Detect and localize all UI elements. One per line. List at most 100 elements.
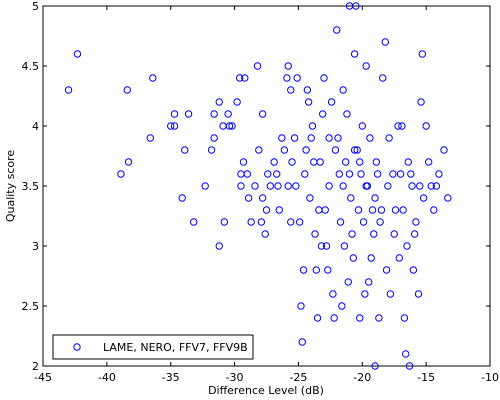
data-point [410,230,419,238]
data-point [210,110,218,118]
data-point [313,314,322,322]
data-point [432,182,441,190]
data-point [376,218,384,226]
data-point [419,194,428,202]
data-point [364,278,373,286]
data-point [312,266,321,274]
data-point [349,254,358,262]
data-point [235,74,244,82]
data-point [123,86,131,94]
data-point [299,266,308,274]
axis-ticks: -45 -40 -35 -30 -25 -20 -15 -10 2 2.5 3 3.5 4 4.5 5 [22,0,499,384]
data-point [336,218,345,226]
x-tick-label: -45 [34,371,52,384]
data-point [293,74,301,82]
data-point [430,206,438,214]
data-point [275,206,283,214]
data-point [303,86,312,94]
data-point [340,242,349,250]
data-point [402,350,410,358]
data-point [73,50,82,58]
data-point [352,2,360,10]
data-point [237,182,245,190]
data-point [347,194,355,202]
data-point [190,218,198,226]
data-point [253,62,262,70]
data-point [367,254,375,262]
data-point [117,170,125,178]
data-point [316,158,324,166]
legend-marker [73,343,81,351]
data-point [368,206,377,214]
data-point [283,74,291,82]
data-point [329,290,337,298]
data-point [301,170,309,178]
data-point [298,338,306,346]
data-point [435,170,443,178]
data-point [398,122,406,130]
data-point [296,218,304,226]
data-point [318,110,327,118]
data-point [207,146,216,154]
data-point [308,122,317,130]
data-point [284,62,292,70]
data-point [408,182,416,190]
data-point [278,134,286,142]
data-point [417,98,425,106]
data-point [220,218,229,226]
y-axis-label: Quality score [4,150,17,223]
legend: LAME, NERO, FFV7, FFV9B [52,334,254,360]
data-point [325,134,333,142]
data-point [370,230,378,238]
data-point [330,314,338,322]
data-point [307,134,315,142]
data-point [304,98,313,106]
data-point [358,122,366,130]
data-point [400,314,409,322]
x-axis-label: Difference Level (dB) [208,384,324,397]
y-tick-label: 3 [32,240,39,253]
data-point [274,182,282,190]
data-point [409,266,418,274]
data-point [247,218,255,226]
data-point [315,206,323,214]
data-point [325,182,333,190]
y-tick-label: 3.5 [22,180,40,193]
data-point [320,74,328,82]
data-point [273,170,281,178]
x-tick-label: -10 [481,371,499,384]
data-point [338,302,346,310]
data-point [270,158,278,166]
data-point [239,158,248,166]
data-point [444,194,452,202]
data-point [258,194,267,202]
data-point [427,182,435,190]
data-point [170,122,179,130]
data-point [422,122,430,130]
data-point [251,182,259,190]
data-point [353,146,361,154]
data-point [306,194,314,202]
data-point [339,86,347,94]
legend-label: LAME, NERO, FFV7, FFV9B [103,341,248,354]
data-point [354,206,363,214]
data-point [184,110,193,118]
data-point [124,158,133,166]
data-point [356,158,364,166]
data-point [395,254,404,262]
x-tick-label: -30 [226,371,244,384]
data-point [372,158,381,166]
data-point [262,206,271,214]
data-point [362,182,370,190]
data-point [287,218,295,226]
data-point [280,146,289,154]
data-point [366,134,374,142]
data-point [266,182,275,190]
data-point [311,230,319,238]
data-point [404,158,412,166]
x-tick-label: -15 [417,371,435,384]
data-point [386,290,395,298]
data-point [381,38,389,46]
